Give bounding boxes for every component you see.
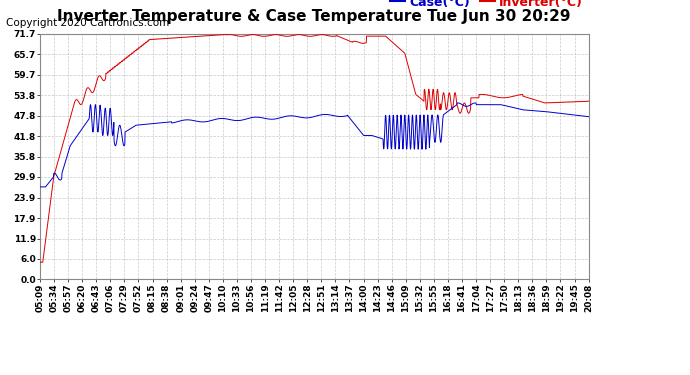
Legend: Case(°C), Inverter(°C): Case(°C), Inverter(°C) (391, 0, 582, 9)
Text: Copyright 2020 Cartronics.com: Copyright 2020 Cartronics.com (6, 18, 169, 28)
Text: Inverter Temperature & Case Temperature Tue Jun 30 20:29: Inverter Temperature & Case Temperature … (57, 9, 571, 24)
